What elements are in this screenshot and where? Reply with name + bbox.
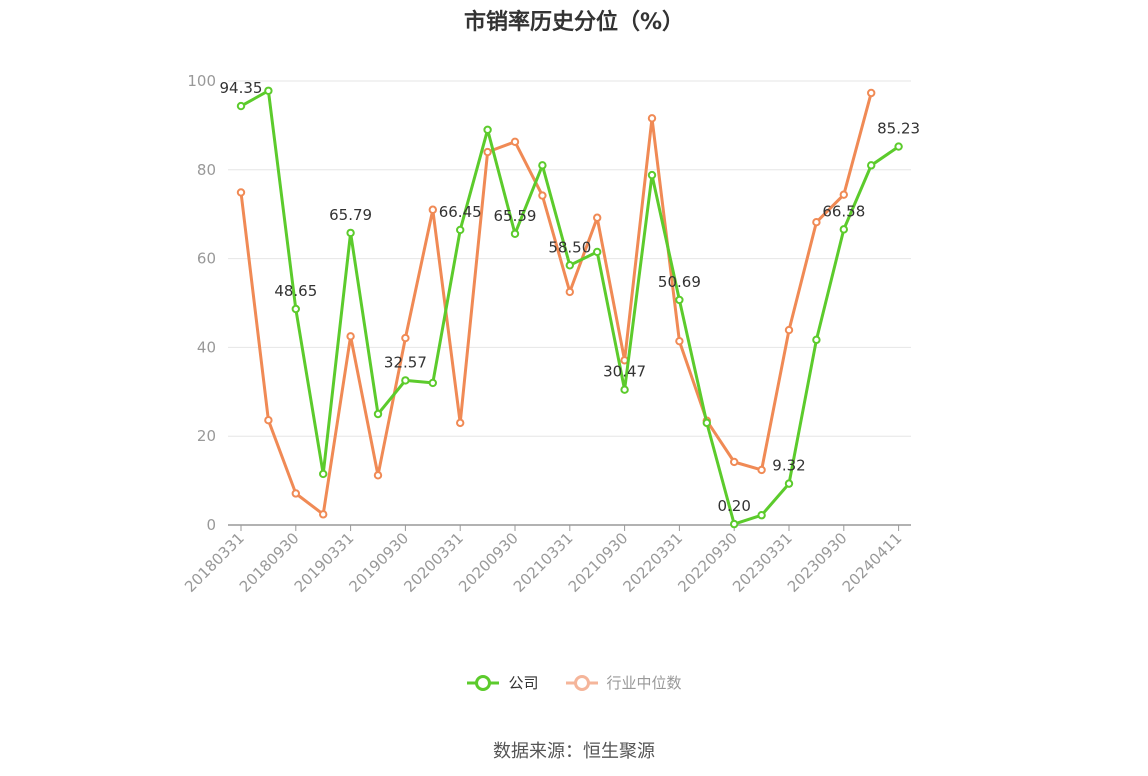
data-point: [784, 325, 794, 335]
data-point: [428, 205, 437, 214]
series-layer: [236, 86, 903, 529]
legend-label-company: 公司: [508, 674, 539, 692]
data-point: [730, 519, 739, 529]
legend-item-industry[interactable]: 行业中位数: [565, 672, 682, 693]
data-point: [620, 385, 629, 394]
data-point: [675, 295, 684, 305]
data-point: [812, 217, 821, 227]
data-point: [483, 125, 492, 135]
data-point: [291, 489, 300, 498]
data-point: [510, 137, 520, 147]
data-point: [510, 229, 520, 238]
data-point: [565, 287, 574, 297]
data-point: [456, 418, 465, 428]
data-label-layer: 94.35 48.65 65.79 32.57 66.45 65.59 58.50 30.47…: [220, 79, 921, 515]
data-label: 30.47: [603, 363, 646, 381]
x-tick-label: 20240411: [839, 529, 906, 596]
data-point: [373, 471, 383, 480]
chart-title: 市销率历史分位（%）: [463, 10, 685, 35]
data-label: 66.58: [822, 202, 865, 220]
data-label: 32.57: [384, 353, 427, 371]
data-point: [675, 336, 684, 346]
data-label: 85.23: [877, 120, 920, 138]
data-point: [456, 225, 465, 235]
data-point: [538, 191, 547, 200]
data-point: [565, 261, 574, 270]
axis-layer: 0204060801002018033120180930201903312019…: [181, 72, 911, 596]
data-point: [867, 88, 876, 98]
y-tick-label: 100: [187, 72, 216, 90]
legend-item-company[interactable]: 公司: [466, 672, 539, 693]
data-point: [401, 333, 410, 343]
data-label: 94.35: [220, 79, 263, 97]
data-point: [346, 228, 355, 238]
data-label: 66.45: [439, 203, 482, 221]
data-point: [757, 511, 766, 520]
data-point: [839, 190, 848, 199]
legend: 公司 行业中位数: [0, 672, 1148, 693]
data-label: 65.79: [329, 206, 372, 224]
data-source-note: 数据来源：恒生聚源: [493, 741, 655, 762]
data-point: [264, 416, 273, 425]
data-point: [647, 170, 657, 180]
data-point: [867, 161, 876, 170]
data-label: 65.59: [494, 207, 537, 225]
data-label: 58.50: [548, 238, 591, 256]
data-point: [291, 304, 300, 314]
y-tick-label: 20: [197, 427, 216, 445]
y-tick-label: 80: [197, 161, 216, 179]
y-tick-label: 40: [197, 338, 216, 356]
data-point: [784, 479, 794, 488]
data-point: [812, 335, 821, 345]
data-point: [236, 101, 246, 111]
data-point: [702, 418, 711, 428]
y-tick-label: 60: [197, 250, 216, 268]
data-label: 50.69: [658, 273, 701, 291]
data-point: [236, 188, 246, 197]
data-label: 0.20: [717, 497, 750, 515]
data-point: [264, 86, 273, 95]
data-point: [319, 469, 328, 479]
data-point: [319, 510, 328, 519]
series-line-1: [239, 92, 873, 516]
data-point: [373, 409, 383, 419]
data-point: [593, 247, 602, 257]
data-point: [538, 161, 547, 170]
data-point: [839, 225, 848, 234]
data-label: 48.65: [274, 282, 317, 300]
data-point: [647, 114, 657, 123]
data-point: [401, 376, 410, 385]
legend-line-circle-icon: [565, 674, 598, 691]
data-point: [730, 457, 739, 467]
legend-line-circle-icon: [467, 674, 500, 691]
data-point: [757, 465, 766, 475]
y-tick-label: 0: [206, 516, 216, 534]
data-point: [894, 142, 903, 151]
data-point: [346, 332, 355, 341]
data-point: [483, 147, 492, 157]
data-label: 9.32: [772, 457, 805, 475]
data-point: [428, 378, 437, 388]
data-point: [593, 213, 602, 222]
legend-label-industry: 行业中位数: [606, 674, 682, 692]
